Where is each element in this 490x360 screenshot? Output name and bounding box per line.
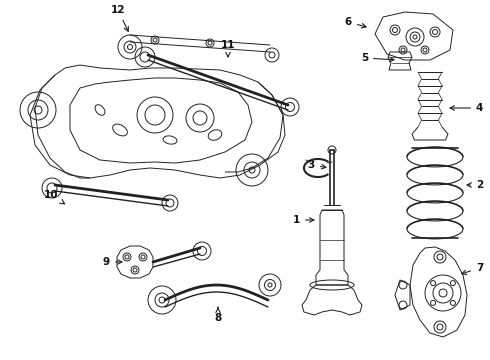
Text: 10: 10 bbox=[44, 190, 65, 204]
Text: 4: 4 bbox=[450, 103, 483, 113]
Text: 1: 1 bbox=[293, 215, 314, 225]
Text: 7: 7 bbox=[462, 263, 483, 275]
Text: 11: 11 bbox=[221, 40, 235, 57]
Text: 9: 9 bbox=[103, 257, 122, 267]
Text: 12: 12 bbox=[111, 5, 128, 31]
Text: 5: 5 bbox=[361, 53, 394, 63]
Text: 2: 2 bbox=[467, 180, 483, 190]
Text: 3: 3 bbox=[308, 160, 326, 170]
Text: 8: 8 bbox=[215, 307, 221, 323]
Text: 6: 6 bbox=[345, 17, 366, 28]
